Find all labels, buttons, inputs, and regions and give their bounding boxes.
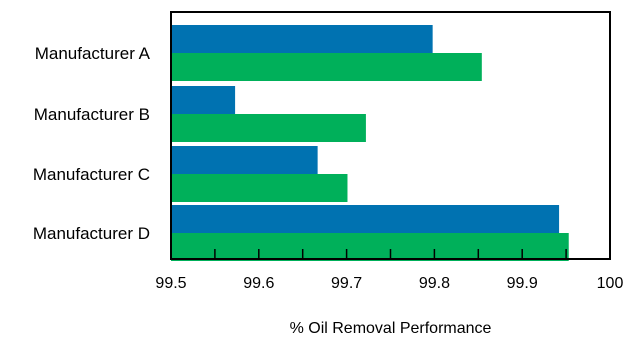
bar-manufacturer-a-series-2 bbox=[171, 53, 482, 81]
x-axis-title: % Oil Removal Performance bbox=[290, 320, 492, 337]
category-label: Manufacturer D bbox=[33, 224, 150, 243]
x-axis-ticks: 99.5 99.6 99.7 99.8 99.9 100 bbox=[155, 249, 623, 292]
bar-manufacturer-a-series-1 bbox=[171, 25, 433, 53]
bar-manufacturer-c-series-2 bbox=[171, 174, 348, 202]
category-label: Manufacturer C bbox=[33, 165, 150, 184]
category-label: Manufacturer A bbox=[35, 44, 151, 63]
bar-manufacturer-d-series-2 bbox=[171, 233, 569, 261]
bar-manufacturer-d-series-1 bbox=[171, 205, 560, 233]
x-tick-label: 99.5 bbox=[155, 275, 186, 292]
bars-group bbox=[171, 25, 569, 261]
plot-frame bbox=[170, 11, 611, 260]
x-tick-label: 99.8 bbox=[419, 275, 450, 292]
x-tick-label: 99.6 bbox=[243, 275, 274, 292]
category-labels: Manufacturer A Manufacturer B Manufacturer… bbox=[33, 44, 151, 243]
bar-manufacturer-b-series-1 bbox=[171, 86, 236, 114]
bar-manufacturer-b-series-2 bbox=[171, 114, 366, 142]
x-tick-label: 100 bbox=[597, 275, 624, 292]
bar-manufacturer-c-series-1 bbox=[171, 146, 318, 174]
category-label: Manufacturer B bbox=[34, 105, 150, 124]
x-tick-label: 99.7 bbox=[331, 275, 362, 292]
x-tick-label: 99.9 bbox=[507, 275, 538, 292]
